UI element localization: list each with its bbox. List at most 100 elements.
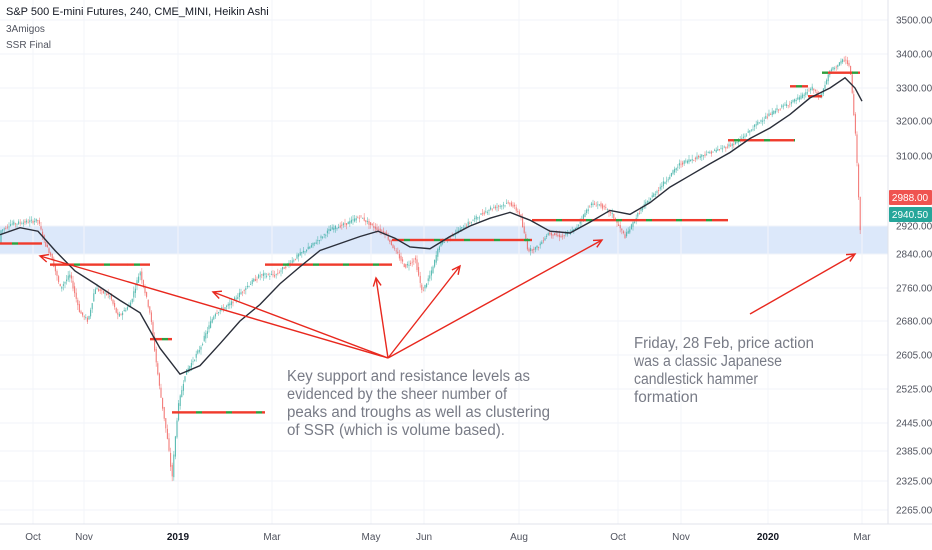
- candle-body: [101, 290, 102, 291]
- candle-body: [828, 74, 829, 81]
- candle-body: [688, 159, 689, 162]
- candle-body: [15, 223, 16, 224]
- candle-body: [308, 247, 309, 250]
- candle-body: [652, 195, 653, 197]
- price-axis[interactable]: 3500.00 3400.00 3300.00 3200.00 3100.00 2920.…: [896, 16, 932, 517]
- candle-body: [69, 275, 70, 278]
- candle-body: [671, 173, 672, 176]
- candle-body: [509, 203, 510, 204]
- candle-body: [76, 293, 77, 299]
- candle-body: [704, 154, 705, 155]
- candle-body: [538, 247, 539, 248]
- candle-body: [375, 227, 376, 229]
- candle-body: [653, 194, 654, 197]
- candle-body: [180, 396, 181, 406]
- candle-body: [357, 217, 358, 218]
- candle-body: [232, 302, 233, 304]
- time-tick-label: 2020: [757, 532, 780, 543]
- candle-body: [132, 299, 133, 302]
- candle-body: [768, 113, 769, 116]
- candle-body: [380, 229, 381, 232]
- candle-body: [468, 222, 469, 226]
- candle-body: [832, 67, 833, 70]
- candle-body: [95, 289, 96, 294]
- candle-body: [264, 273, 265, 274]
- candle-body: [508, 202, 509, 203]
- time-tick-label: Oct: [25, 532, 41, 543]
- candle-body: [551, 232, 552, 235]
- candle-body: [98, 289, 99, 291]
- candle-body: [36, 219, 37, 222]
- candle-body: [397, 252, 398, 254]
- candle-body: [306, 250, 307, 251]
- candle-body: [277, 273, 278, 274]
- candle-body: [504, 205, 505, 206]
- candle-body: [122, 313, 123, 315]
- candle-body: [479, 218, 480, 219]
- candle-body: [127, 307, 128, 309]
- candle-body: [149, 306, 150, 312]
- candle-body: [116, 308, 117, 313]
- symbol-title[interactable]: S&P 500 E-mini Futures, 240, CME_MINI, H…: [6, 6, 269, 18]
- candle-body: [650, 198, 651, 200]
- candle-body: [376, 227, 377, 230]
- candle-body: [560, 236, 561, 237]
- candle-body: [106, 294, 107, 295]
- price-chart[interactable]: 3500.003400.003300.003200.003100.002920.…: [0, 0, 932, 550]
- candle-body: [10, 224, 11, 226]
- candle-body: [410, 263, 411, 264]
- candle-body: [444, 242, 445, 243]
- candle-body: [772, 112, 773, 116]
- candle-body: [428, 278, 429, 281]
- candle-body: [63, 284, 64, 286]
- candle-body: [80, 311, 81, 313]
- candle-body: [362, 218, 363, 219]
- candle-body: [799, 97, 800, 99]
- candle-body: [28, 223, 29, 224]
- candle-body: [860, 197, 861, 230]
- candle-body: [197, 350, 198, 353]
- candle-body: [248, 286, 249, 287]
- candle-body: [314, 243, 315, 244]
- candle-body: [756, 124, 757, 125]
- time-axis[interactable]: Oct Nov 2019 Mar May Jun Aug Oct Nov 2020 Mar: [25, 532, 871, 543]
- indicator-3amigos-label[interactable]: 3Amigos: [6, 24, 45, 35]
- candle-body: [367, 221, 368, 222]
- candle-body: [194, 360, 195, 361]
- candle-body: [220, 310, 221, 311]
- candle-body: [476, 216, 477, 219]
- candle-body: [229, 304, 230, 306]
- candle-body: [584, 213, 585, 217]
- candle-body: [604, 206, 605, 207]
- candle-body: [172, 465, 173, 476]
- candle-body: [717, 149, 718, 150]
- candle-body: [797, 97, 798, 99]
- candle-body: [780, 109, 781, 110]
- candle-body: [549, 233, 550, 235]
- candle-body: [356, 218, 357, 220]
- candle-body: [56, 271, 57, 276]
- candle-body: [592, 204, 593, 205]
- candle-body: [621, 229, 622, 231]
- indicator-ssr-label[interactable]: SSR Final: [6, 40, 51, 51]
- main-note-line-1: Key support and resistance levels as: [287, 368, 530, 385]
- candle-body: [268, 274, 269, 275]
- candle-body: [732, 144, 733, 146]
- candle-body: [620, 225, 621, 228]
- candle-body: [564, 235, 565, 236]
- candle-body: [368, 221, 369, 225]
- candle-body: [370, 222, 371, 225]
- candle-body: [196, 354, 197, 358]
- candle-body: [536, 246, 537, 248]
- candle-body: [352, 219, 353, 220]
- candle-body: [580, 222, 581, 224]
- candle-body: [557, 235, 558, 236]
- arrow-line: [750, 254, 855, 314]
- candle-body: [757, 122, 758, 125]
- candle-body: [213, 316, 214, 319]
- candle-body: [578, 225, 579, 226]
- candle-body: [245, 288, 246, 290]
- candle-body: [340, 225, 341, 227]
- candle-body: [279, 273, 280, 274]
- candle-body: [498, 206, 499, 207]
